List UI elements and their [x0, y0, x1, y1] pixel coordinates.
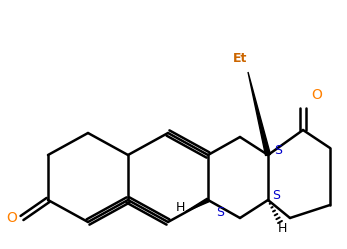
Text: Et: Et — [233, 52, 247, 64]
Text: H: H — [175, 200, 185, 213]
Text: S: S — [272, 188, 280, 201]
Text: S: S — [274, 143, 282, 157]
Polygon shape — [185, 198, 209, 212]
Text: O: O — [7, 211, 17, 225]
Text: H: H — [277, 222, 287, 235]
Text: O: O — [312, 88, 322, 102]
Polygon shape — [248, 72, 270, 156]
Text: S: S — [216, 205, 224, 219]
